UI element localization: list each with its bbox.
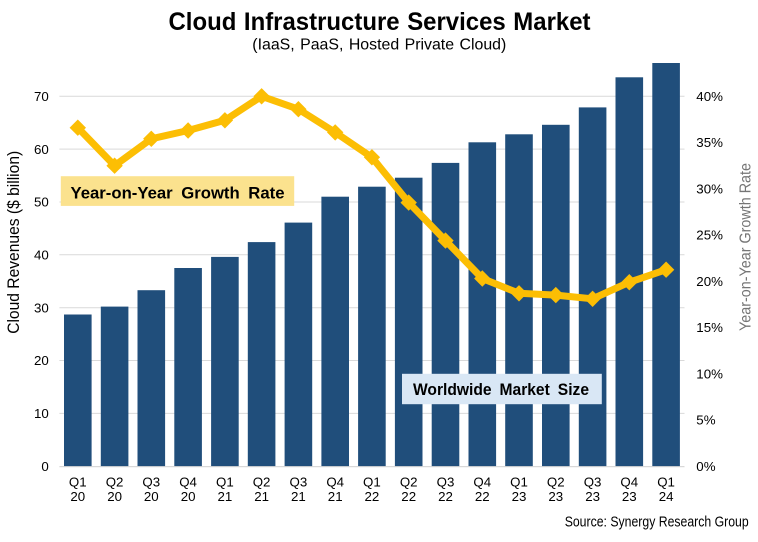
svg-text:24: 24	[659, 489, 674, 504]
svg-text:(IaaS, PaaS, Hosted Private Cl: (IaaS, PaaS, Hosted Private Cloud)	[252, 37, 506, 54]
svg-text:Q4: Q4	[179, 474, 197, 489]
svg-text:20: 20	[107, 489, 122, 504]
svg-text:23: 23	[622, 489, 637, 504]
svg-text:Q3: Q3	[290, 474, 308, 489]
svg-text:Q1: Q1	[363, 474, 381, 489]
svg-text:35%: 35%	[696, 135, 723, 150]
svg-text:22: 22	[438, 489, 453, 504]
svg-text:23: 23	[585, 489, 600, 504]
svg-text:21: 21	[218, 489, 233, 504]
svg-text:Cloud Infrastructure Services: Cloud Infrastructure Services Market	[169, 8, 592, 36]
svg-text:21: 21	[328, 489, 343, 504]
svg-text:20: 20	[181, 489, 196, 504]
svg-text:30: 30	[34, 300, 49, 315]
svg-text:22: 22	[401, 489, 416, 504]
svg-text:30%: 30%	[696, 182, 723, 197]
svg-text:Year-on-Year Growth Rate: Year-on-Year Growth Rate	[738, 163, 755, 331]
svg-text:23: 23	[512, 489, 527, 504]
svg-text:Source: Synergy Research Group: Source: Synergy Research Group	[565, 514, 749, 531]
svg-text:23: 23	[548, 489, 563, 504]
svg-text:Q1: Q1	[510, 474, 528, 489]
svg-text:Cloud Revenues ($ billion): Cloud Revenues ($ billion)	[4, 151, 23, 334]
svg-text:0: 0	[41, 459, 48, 474]
svg-text:50: 50	[34, 195, 49, 210]
svg-text:10%: 10%	[696, 366, 723, 381]
svg-text:21: 21	[291, 489, 306, 504]
svg-text:5%: 5%	[696, 413, 715, 428]
svg-text:40%: 40%	[696, 89, 723, 104]
svg-text:20: 20	[144, 489, 159, 504]
svg-text:Q4: Q4	[473, 474, 491, 489]
svg-text:Q3: Q3	[437, 474, 455, 489]
svg-text:Q2: Q2	[547, 474, 565, 489]
svg-text:22: 22	[365, 489, 380, 504]
svg-text:Q1: Q1	[69, 474, 87, 489]
svg-text:Year-on-Year Growth Rate: Year-on-Year Growth Rate	[71, 184, 285, 203]
svg-text:70: 70	[34, 89, 49, 104]
svg-text:21: 21	[254, 489, 269, 504]
svg-text:25%: 25%	[696, 228, 723, 243]
svg-text:Q1: Q1	[657, 474, 675, 489]
svg-text:0%: 0%	[696, 459, 715, 474]
svg-text:Q2: Q2	[253, 474, 271, 489]
svg-text:60: 60	[34, 142, 49, 157]
svg-text:20: 20	[34, 353, 49, 368]
svg-text:Q4: Q4	[620, 474, 638, 489]
svg-text:Q2: Q2	[106, 474, 124, 489]
svg-text:Q2: Q2	[400, 474, 418, 489]
svg-text:40: 40	[34, 248, 49, 263]
svg-text:20: 20	[70, 489, 85, 504]
svg-text:Q3: Q3	[142, 474, 160, 489]
svg-text:22: 22	[475, 489, 490, 504]
svg-text:15%: 15%	[696, 320, 723, 335]
svg-text:Worldwide Market Size: Worldwide Market Size	[413, 380, 589, 399]
svg-text:Q3: Q3	[584, 474, 602, 489]
svg-text:Q4: Q4	[326, 474, 344, 489]
svg-text:20%: 20%	[696, 274, 723, 289]
svg-text:10: 10	[34, 406, 49, 421]
svg-text:Q1: Q1	[216, 474, 234, 489]
